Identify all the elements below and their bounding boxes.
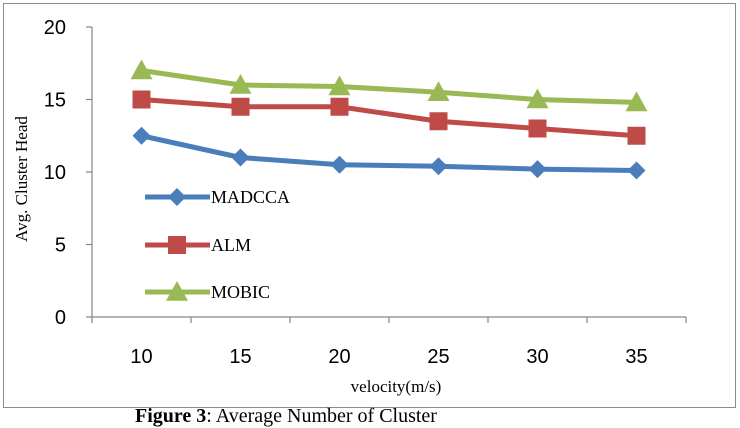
legend-item-madcca: MADCCA <box>145 187 290 207</box>
y-tick-label: 10 <box>44 162 66 184</box>
data-point-mobic <box>526 88 549 109</box>
data-point-madcca <box>231 148 250 167</box>
x-tick-label: 35 <box>625 346 647 368</box>
caption-text: : Average Number of Cluster <box>206 405 437 427</box>
data-point-mobic <box>427 81 450 102</box>
y-axis-title: Avg. Cluster Head <box>12 116 31 242</box>
series-alm <box>132 90 646 145</box>
data-point-madcca <box>132 126 151 145</box>
legend-label-mobic: MOBIC <box>211 282 270 302</box>
legend-item-mobic: MOBIC <box>145 281 270 302</box>
series-madcca <box>132 126 646 180</box>
data-point-alm <box>132 90 151 109</box>
chart-axes: 0 5 10 15 20 10 15 20 25 30 35 velocity(m/s) Avg. Cl… <box>12 17 687 396</box>
data-point-madcca <box>627 161 646 180</box>
legend-item-alm: ALM <box>145 235 251 255</box>
data-point-alm <box>627 126 646 145</box>
legend-marker-alm <box>168 236 186 254</box>
data-point-alm <box>231 97 250 116</box>
y-tick-label: 5 <box>55 235 66 257</box>
series-line-alm <box>141 97 637 139</box>
data-point-alm <box>330 97 349 116</box>
data-point-mobic <box>130 59 153 80</box>
data-point-mobic <box>328 75 351 96</box>
legend-label-madcca: MADCCA <box>211 187 290 207</box>
x-tick-label: 15 <box>229 346 251 368</box>
series-layer <box>130 59 648 180</box>
data-point-mobic <box>229 74 252 94</box>
x-tick-label: 20 <box>328 346 350 368</box>
data-point-madcca <box>429 157 448 176</box>
series-line-mobic <box>141 68 637 105</box>
series-mobic <box>130 59 648 112</box>
data-point-madcca <box>528 160 547 179</box>
legend-label-alm: ALM <box>211 235 251 255</box>
legend: MADCCA ALM MOBIC <box>145 187 290 302</box>
chart-frame <box>3 3 736 408</box>
figure-caption: Figure 3: Average Number of Cluster <box>135 405 437 428</box>
legend-marker-mobic <box>166 281 188 301</box>
x-tick-label: 10 <box>130 346 152 368</box>
legend-marker-madcca <box>168 188 186 206</box>
caption-label: Figure 3 <box>135 405 207 427</box>
y-tick-label: 15 <box>44 90 66 112</box>
x-tick-label: 25 <box>427 346 449 368</box>
data-point-madcca <box>330 155 349 174</box>
y-tick-label: 20 <box>44 17 66 39</box>
x-axis-title: velocity(m/s) <box>351 377 442 396</box>
x-tick-label: 30 <box>526 346 548 368</box>
data-point-mobic <box>625 91 648 112</box>
y-tick-label: 0 <box>55 307 66 329</box>
data-point-alm <box>429 112 448 131</box>
series-line-madcca <box>140 133 637 174</box>
data-point-alm <box>528 119 547 138</box>
